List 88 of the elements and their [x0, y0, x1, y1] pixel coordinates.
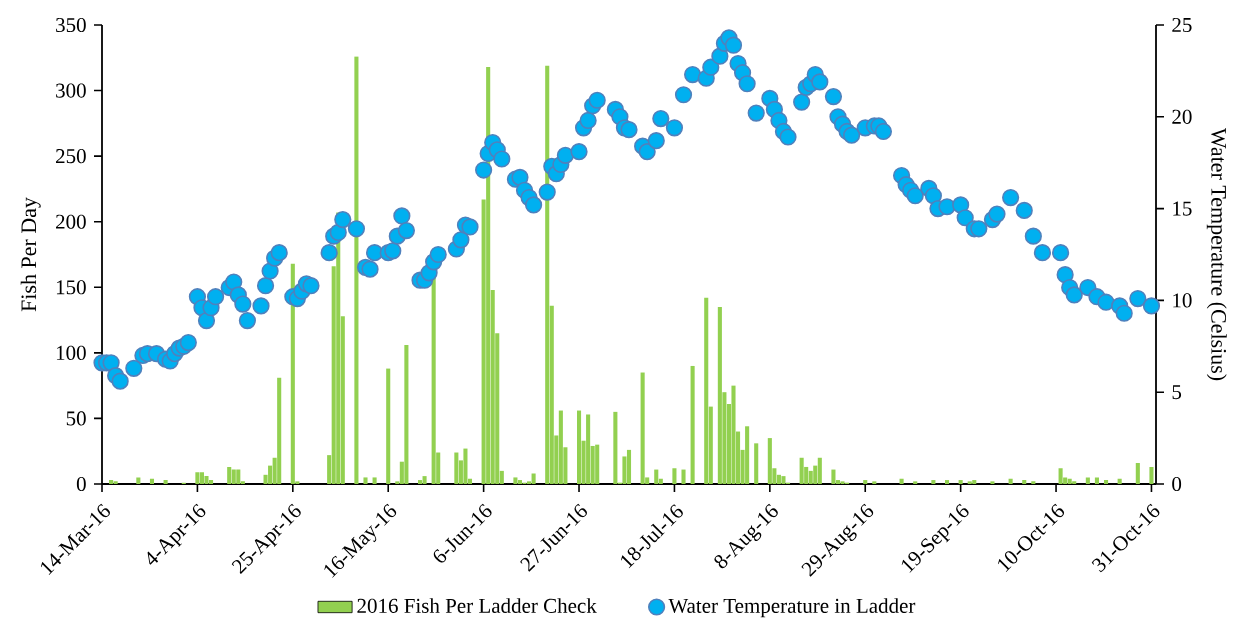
y-tick-label: 0: [76, 476, 86, 492]
y-tick-label: 300: [56, 83, 86, 98]
bar: [109, 480, 114, 484]
y2-tick-label: 25: [1172, 17, 1192, 33]
y-tick-label: 200: [56, 214, 86, 229]
y-axis-title: Fish Per Day: [20, 197, 41, 312]
bar: [899, 478, 904, 484]
bar: [767, 438, 772, 484]
bar: [840, 481, 845, 484]
y2-tick-label: 0: [1172, 476, 1182, 492]
bar: [972, 480, 977, 484]
bar: [1085, 477, 1090, 484]
bar: [872, 481, 877, 484]
y2-tick-label: 5: [1172, 385, 1182, 400]
bar: [454, 452, 459, 484]
bar: [195, 472, 200, 484]
bar: [163, 480, 168, 484]
bar: [672, 468, 677, 484]
y-tick-label: 250: [56, 149, 86, 164]
bar: [1058, 468, 1063, 484]
bar: [958, 480, 963, 484]
y-tick-label: 50: [66, 411, 86, 426]
bar: [531, 473, 536, 484]
y2-tick-label: 10: [1173, 293, 1192, 308]
bar: [654, 469, 659, 484]
bar: [626, 449, 632, 484]
bar: [576, 410, 582, 484]
bar: [558, 410, 563, 484]
bar: [1022, 480, 1027, 484]
bar: [586, 414, 591, 484]
bar: [431, 276, 436, 484]
bar: [731, 385, 736, 484]
bar: [799, 457, 804, 484]
bar: [277, 377, 282, 484]
bar: [372, 477, 377, 484]
bar: [613, 411, 618, 484]
bar: [808, 470, 813, 484]
bar: [463, 448, 468, 484]
bar: [595, 444, 600, 484]
bar: [1103, 480, 1109, 484]
bar: [236, 469, 241, 484]
bar: [513, 477, 518, 484]
y2-tick-label: 20: [1172, 109, 1192, 124]
bar: [1149, 466, 1154, 484]
bar: [386, 368, 391, 484]
legend-label: Water Temperature in Ladder: [668, 598, 916, 618]
bar: [717, 306, 722, 484]
bar: [227, 466, 232, 484]
bar: [1117, 478, 1122, 484]
bar: [863, 480, 868, 484]
bar: [944, 480, 950, 484]
bar: [517, 480, 523, 484]
bar: [1031, 481, 1036, 484]
bar: [781, 476, 786, 484]
bar: [113, 481, 118, 484]
bar: [1008, 478, 1013, 484]
bar: [681, 469, 686, 484]
bar: [1094, 477, 1099, 484]
bar: [204, 476, 209, 484]
bar: [1135, 463, 1140, 484]
bar: [931, 480, 936, 484]
y-tick-label: 150: [56, 280, 86, 295]
bar: [1067, 478, 1072, 484]
bar: [354, 56, 359, 484]
y2-tick-label: 15: [1173, 201, 1192, 216]
bar: [967, 481, 972, 484]
bar: [404, 344, 409, 484]
bar: [690, 365, 695, 484]
bar: [704, 297, 709, 484]
bar: [745, 426, 750, 484]
bar: [817, 457, 822, 484]
bar: [1072, 481, 1077, 484]
bar: [831, 469, 836, 484]
y2-axis-title: Water Temperature (Celsius): [1206, 127, 1227, 381]
bar: [417, 480, 423, 484]
bar: [422, 476, 427, 484]
bar: [640, 372, 645, 484]
bar: [913, 481, 918, 484]
legend-label: 2016 Fish Per Ladder Check: [357, 598, 597, 613]
bar: [231, 469, 236, 484]
bar: [754, 443, 759, 484]
bar: [136, 477, 141, 484]
y-tick-label: 100: [56, 345, 86, 360]
bar: [208, 480, 214, 484]
bar: [363, 477, 368, 484]
y-tick-label: 350: [56, 17, 86, 33]
bar: [149, 478, 155, 484]
bar: [990, 481, 995, 484]
